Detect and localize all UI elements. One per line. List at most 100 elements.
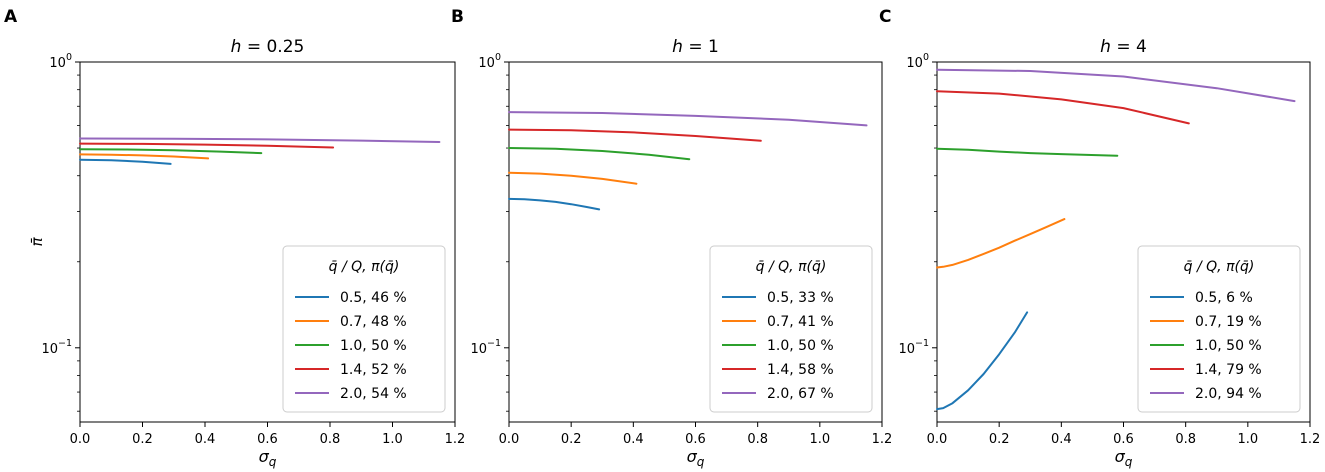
- x-axis-label-main: σ: [687, 447, 698, 466]
- legend-label-2: 1.0, 50 %: [340, 338, 407, 354]
- y-tick-label: 100: [49, 52, 72, 71]
- legend-label-4: 2.0, 67 %: [767, 386, 834, 402]
- panel-label: C: [879, 7, 891, 27]
- y-tick-label: 10−1: [41, 338, 72, 357]
- chart-title: h = 0.25: [231, 37, 305, 57]
- panel-a: Ah = 0.250.0 0.2 0.4 0.6 0.8 1.0 1.2σq10010−1π…: [4, 7, 465, 469]
- y-tick-label-exponent: 0: [66, 52, 72, 63]
- x-tick-label: 0.8: [1175, 432, 1196, 447]
- x-tick-label: 1.2: [445, 432, 466, 447]
- series-line-4: [508, 111, 868, 127]
- x-tick-label: 1.0: [382, 432, 403, 447]
- series-line-0: [936, 311, 1029, 411]
- x-axis-label-sub: q: [697, 455, 705, 469]
- x-axis-label: σq: [687, 447, 705, 469]
- y-tick-label-exponent: −1: [58, 338, 72, 349]
- legend: q̄ / Q, π(q̄) 0.5, 46 % 0.7, 48 % 1.0, 50 %…: [282, 245, 446, 413]
- legend-title: q̄ / Q, π(q̄): [756, 259, 827, 275]
- x-tick-label: 0.2: [989, 432, 1010, 447]
- title-value: = 4: [1111, 37, 1147, 57]
- series-line-0: [508, 197, 601, 211]
- y-tick-label-base: 10: [49, 56, 66, 71]
- chart-title: h = 1: [672, 37, 719, 57]
- y-tick-label-base: 10: [478, 56, 495, 71]
- x-axis-label-main: σ: [1115, 447, 1126, 466]
- x-tick-label: 0.6: [685, 432, 706, 447]
- series-line-1: [508, 171, 638, 185]
- x-tick-label: 0.4: [623, 432, 644, 447]
- x-tick-label: 0.0: [70, 432, 91, 447]
- y-tick-label: 100: [906, 52, 929, 71]
- series-line-1: [936, 218, 1066, 269]
- legend-label-3: 1.4, 79 %: [1195, 362, 1262, 378]
- x-axis-label-main: σ: [259, 447, 270, 466]
- title-value: = 1: [683, 37, 719, 57]
- legend-frame: [282, 245, 446, 413]
- series-line-3: [508, 128, 762, 142]
- x-tick-label: 1.2: [872, 432, 893, 447]
- y-tick-label: 10−1: [898, 338, 929, 357]
- title-variable: h: [1100, 37, 1111, 57]
- title-value: = 0.25: [241, 37, 304, 57]
- legend-label-0: 0.5, 46 %: [340, 290, 407, 306]
- legend-label-1: 0.7, 41 %: [767, 314, 834, 330]
- chart-title: h = 4: [1100, 37, 1147, 57]
- legend-frame: [709, 245, 873, 413]
- x-tick-label: 0.2: [132, 432, 153, 447]
- x-axis-label: σq: [1115, 447, 1133, 469]
- legend-label-0: 0.5, 6 %: [1195, 290, 1253, 306]
- y-tick-label-exponent: 0: [495, 52, 501, 63]
- x-tick-label: 1.0: [809, 432, 830, 447]
- legend-label-0: 0.5, 33 %: [767, 290, 834, 306]
- x-tick-label: 0.0: [927, 432, 948, 447]
- y-tick-label: 10−1: [470, 338, 501, 357]
- series-line-4: [936, 68, 1296, 103]
- x-tick-label: 0.4: [1051, 432, 1072, 447]
- x-tick-label: 0.4: [195, 432, 216, 447]
- y-tick-label-exponent: −1: [915, 338, 929, 349]
- x-tick-label: 0.0: [499, 432, 520, 447]
- series-line-1: [79, 153, 210, 160]
- title-variable: h: [672, 37, 683, 57]
- series-line-3: [936, 90, 1190, 125]
- x-tick-label: 0.8: [320, 432, 341, 447]
- x-tick-label: 1.0: [1237, 432, 1258, 447]
- x-tick-label: 1.2: [1300, 432, 1321, 447]
- legend-label-2: 1.0, 50 %: [1195, 338, 1262, 354]
- series-line-0: [79, 158, 172, 165]
- x-tick-label: 0.6: [257, 432, 278, 447]
- y-tick-label-exponent: 0: [923, 52, 929, 63]
- series-line-2: [79, 148, 263, 155]
- y-tick-label: 100: [478, 52, 501, 71]
- y-tick-label-base: 10: [906, 56, 923, 71]
- legend-label-1: 0.7, 19 %: [1195, 314, 1262, 330]
- legend-label-4: 2.0, 94 %: [1195, 386, 1262, 402]
- legend-title: q̄ / Q, π(q̄): [329, 259, 400, 275]
- legend-frame: [1137, 245, 1301, 413]
- x-axis-label-sub: q: [269, 455, 277, 469]
- legend-label-3: 1.4, 52 %: [340, 362, 407, 378]
- panel-label: B: [451, 7, 464, 27]
- legend-label-3: 1.4, 58 %: [767, 362, 834, 378]
- series-line-2: [508, 147, 691, 161]
- y-tick-label-exponent: −1: [487, 338, 501, 349]
- x-axis-label-sub: q: [1125, 455, 1133, 469]
- series-line-4: [79, 137, 441, 143]
- x-tick-label: 0.6: [1113, 432, 1134, 447]
- series-line-2: [936, 147, 1119, 157]
- x-tick-label: 0.8: [747, 432, 768, 447]
- series-line-3: [79, 142, 335, 149]
- x-tick-label: 0.2: [561, 432, 582, 447]
- x-axis-label: σq: [259, 447, 277, 469]
- title-variable: h: [231, 37, 242, 57]
- y-axis-label: π̄: [28, 237, 46, 247]
- legend-label-2: 1.0, 50 %: [767, 338, 834, 354]
- y-tick-label-base: 10: [41, 342, 58, 357]
- legend: q̄ / Q, π(q̄) 0.5, 6 % 0.7, 19 % 1.0, 50 % 1…: [1137, 245, 1301, 413]
- legend-label-1: 0.7, 48 %: [340, 314, 407, 330]
- y-tick-label-base: 10: [470, 342, 487, 357]
- legend: q̄ / Q, π(q̄) 0.5, 33 % 0.7, 41 % 1.0, 50 %…: [709, 245, 873, 413]
